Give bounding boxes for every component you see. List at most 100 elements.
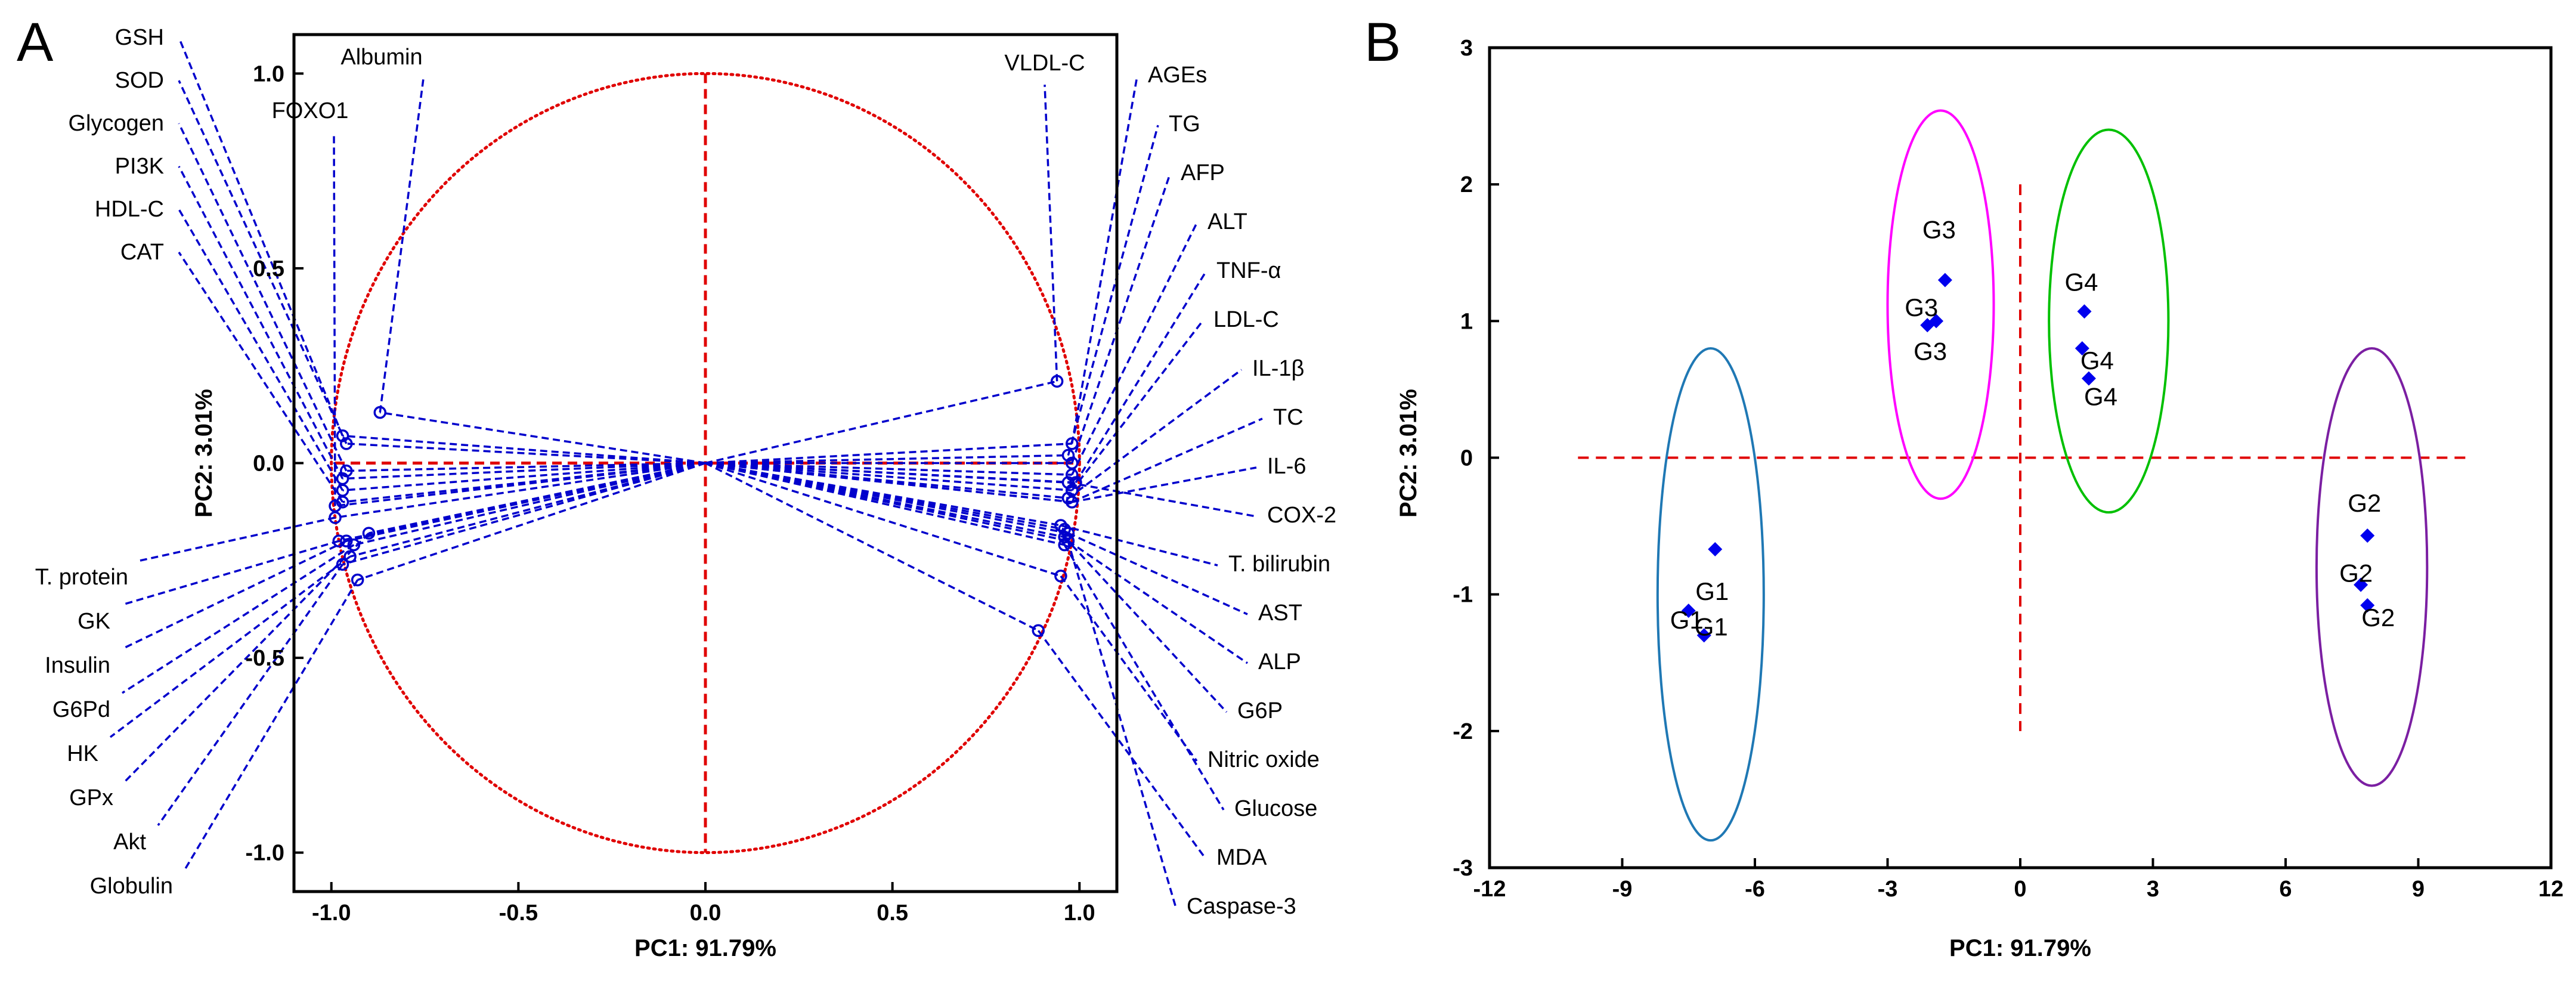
- loading-label-gsh: GSH: [115, 25, 164, 50]
- point-label-g1: G1: [1695, 577, 1729, 605]
- vector-nitric-oxide: [705, 462, 1061, 577]
- ellipse-g3: [1886, 109, 1995, 500]
- loading-label-g6p: G6P: [1237, 698, 1283, 723]
- leader-glycogen: [178, 123, 348, 472]
- loading-label-caspase-3: Caspase-3: [1187, 894, 1296, 919]
- leader-tnf: [1075, 271, 1207, 484]
- panel-a-x-tick-label: -1.0: [312, 901, 351, 926]
- leader-hdl-c: [178, 209, 344, 491]
- leader-afp: [1071, 174, 1171, 464]
- vector-ages: [705, 443, 1072, 465]
- vector-t-bilirubin: [705, 462, 1061, 527]
- panel-b-x-tick-label: -3: [1878, 877, 1898, 902]
- panel-a-letter: A: [17, 12, 54, 73]
- panel-b-y-tick-label: 3: [1460, 36, 1473, 61]
- leader-akt: [157, 564, 343, 827]
- panel-b-x-tick-label: -6: [1745, 877, 1765, 902]
- loading-marker-t-bilirubin: [1054, 519, 1067, 532]
- loading-marker-t-protein: [329, 511, 342, 524]
- loading-marker-cox-2: [1061, 476, 1075, 489]
- loading-label-gk: GK: [78, 609, 110, 634]
- loading-label-tc: TC: [1273, 405, 1304, 430]
- panel-a-ticks: -1.0 -0.5 0.0 0.5 1.0 1.0 0.5 0.0 -0.5 -1.0: [246, 61, 1095, 926]
- leader-ages: [1071, 76, 1138, 444]
- loading-label-tnf: TNF-α: [1216, 258, 1281, 283]
- loading-label-globulin: Globulin: [90, 874, 173, 899]
- leader-hk: [109, 555, 351, 738]
- point-label-g2: G2: [2348, 489, 2381, 517]
- loading-label-albumin: Albumin: [340, 45, 422, 70]
- vector-pi3k: [342, 462, 706, 480]
- ellipse-g1: [1656, 347, 1765, 842]
- loading-marker-il-1: [1061, 491, 1075, 505]
- point-label-g3: G3: [1905, 293, 1938, 321]
- panel-b-x-tick-label: 9: [2412, 877, 2425, 902]
- leader-globulin: [184, 579, 359, 870]
- panel-b-y-tick-label: -3: [1453, 856, 1473, 881]
- leader-il-1: [1067, 369, 1243, 499]
- loading-label-il-6: IL-6: [1267, 454, 1306, 479]
- panel-a-x-tick-label: 0.0: [690, 901, 722, 926]
- vector-glucose: [705, 462, 1065, 546]
- vector-glycogen: [346, 462, 706, 472]
- point-label-g4: G4: [2084, 383, 2117, 411]
- point-g2-2: [2354, 577, 2368, 592]
- panel-b-sample-points: [1681, 273, 2375, 643]
- panel-a-variable-labels: GSH SOD Glycogen PI3K HDL-C CAT FOXO1 Albumin T.…: [35, 25, 1336, 919]
- leader-gpx: [124, 532, 370, 782]
- panel-a-x-tick-label: 0.5: [877, 901, 908, 926]
- point-g1-2: [1681, 604, 1696, 618]
- loading-label-ast: AST: [1258, 601, 1302, 626]
- panel-b-x-tick-label: 6: [2279, 877, 2292, 902]
- loading-label-pi3k: PI3K: [115, 154, 164, 179]
- loading-label-afp: AFP: [1181, 160, 1225, 185]
- loading-marker-g6p: [1058, 530, 1071, 544]
- leader-insulin: [122, 540, 347, 650]
- loading-marker-albumin: [373, 406, 387, 419]
- panel-b-x-tick-label: 3: [2147, 877, 2159, 902]
- leader-gsh: [178, 37, 344, 437]
- loading-label-cox-2: COX-2: [1267, 503, 1336, 528]
- vector-akt: [342, 462, 706, 566]
- panel-b-x-tick-label: 12: [2538, 877, 2563, 902]
- loading-label-tg: TG: [1169, 112, 1200, 137]
- point-g4-1: [2077, 304, 2092, 319]
- panel-b-y-tick-label: 2: [1460, 172, 1473, 197]
- loading-marker-nitric-oxide: [1054, 570, 1067, 583]
- leader-alt: [1071, 222, 1198, 475]
- leader-ast: [1067, 532, 1248, 615]
- vector-alt: [705, 462, 1072, 476]
- loading-marker-globulin: [351, 573, 364, 587]
- panel-b-x-tick-label: -9: [1612, 877, 1633, 902]
- leader-tc: [1072, 417, 1263, 503]
- loading-marker-ages: [1065, 437, 1079, 450]
- panel-b-y-tick-label: -2: [1453, 719, 1473, 744]
- loading-marker-il-6: [1065, 496, 1079, 509]
- leader-sod: [178, 80, 348, 444]
- leader-pi3k: [178, 166, 344, 479]
- loading-marker-alp: [1061, 534, 1075, 547]
- point-label-g1: G1: [1670, 606, 1704, 634]
- leader-ldl-c: [1071, 320, 1204, 491]
- panel-a-y-tick-label: -1.0: [246, 841, 284, 866]
- point-label-g2: G2: [2361, 604, 2395, 632]
- loading-label-il-1: IL-1β: [1252, 356, 1304, 381]
- loading-marker-mda: [1032, 624, 1045, 638]
- vector-albumin: [380, 411, 706, 465]
- panel-b-letter: B: [1364, 12, 1401, 73]
- loading-label-ldl-c: LDL-C: [1213, 307, 1279, 332]
- leader-caspase-3: [1063, 529, 1177, 908]
- loading-label-t-protein: T. protein: [35, 565, 128, 590]
- panel-a-leader-lines: [109, 37, 1263, 908]
- panel-a-x-tick-label: 1.0: [1064, 901, 1095, 926]
- point-label-g4: G4: [2080, 346, 2114, 375]
- leader-il-6: [1072, 466, 1257, 503]
- point-g1-3: [1696, 628, 1711, 643]
- ellipse-g2: [2315, 347, 2429, 787]
- loading-label-g6pd: G6Pd: [52, 697, 110, 722]
- leader-albumin: [379, 78, 425, 413]
- loading-marker-akt: [336, 558, 349, 571]
- loading-marker-gpx: [362, 527, 376, 540]
- loading-label-akt: Akt: [113, 830, 146, 855]
